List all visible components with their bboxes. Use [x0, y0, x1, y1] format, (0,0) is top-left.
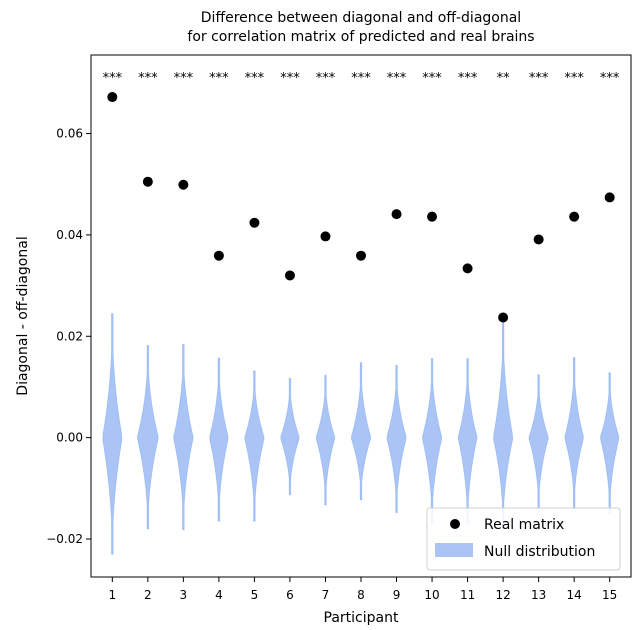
- points-layer: [107, 92, 615, 323]
- point-15: [604, 192, 615, 203]
- x-tick-label-9: 9: [393, 588, 401, 602]
- significance-label-3: ***: [174, 71, 194, 86]
- significance-label-5: ***: [245, 71, 265, 86]
- violin-15: [600, 372, 620, 515]
- significance-label-11: ***: [458, 71, 478, 86]
- x-tick-label-10: 10: [424, 588, 439, 602]
- violin-13: [528, 374, 549, 509]
- y-axis: −0.02 0.00 0.02 0.04 0.06: [46, 127, 91, 546]
- violin-11: [457, 358, 478, 526]
- violin-7: [315, 374, 336, 506]
- y-axis-label: Diagonal - off-diagonal: [15, 236, 31, 395]
- legend: Real matrix Null distribution: [426, 507, 621, 571]
- x-tick-label-12: 12: [495, 588, 510, 602]
- x-tick-label-13: 13: [531, 588, 546, 602]
- x-tick-label-4: 4: [215, 588, 223, 602]
- y-tick-label-0: −0.02: [46, 532, 83, 546]
- y-tick-label-4: 0.06: [56, 127, 83, 141]
- significance-label-14: ***: [564, 71, 584, 86]
- significance-label-4: ***: [209, 71, 229, 86]
- chart-title-line-2: for correlation matrix of predicted and …: [187, 29, 534, 45]
- violin-6: [280, 377, 300, 496]
- significance-layer: *** *** *** *** *** *** *** *** *** *** *** ** *** **…: [103, 71, 620, 86]
- point-11: [462, 263, 473, 274]
- y-tick-label-3: 0.04: [56, 228, 83, 242]
- point-14: [569, 211, 580, 222]
- violin-8: [350, 362, 372, 501]
- legend-marker-real-matrix: [450, 519, 460, 529]
- significance-label-2: ***: [138, 71, 158, 86]
- point-10: [427, 211, 438, 222]
- x-axis: 1 2 3 4 5 6 7 8 9 10 11 12 13 14 15: [108, 577, 617, 602]
- x-tick-label-6: 6: [286, 588, 294, 602]
- point-9: [391, 209, 402, 220]
- significance-label-8: ***: [351, 71, 371, 86]
- chart-title-line-1: Difference between diagonal and off-diag…: [201, 10, 521, 26]
- point-13: [533, 234, 544, 245]
- point-4: [213, 250, 224, 261]
- x-tick-label-3: 3: [180, 588, 188, 602]
- violin-2: [136, 344, 159, 530]
- violin-10: [421, 358, 443, 524]
- x-tick-label-2: 2: [144, 588, 152, 602]
- point-5: [249, 217, 260, 228]
- point-3: [178, 179, 189, 190]
- significance-label-15: ***: [600, 71, 620, 86]
- legend-label-real-matrix: Real matrix: [484, 517, 564, 533]
- violin-3: [173, 343, 194, 531]
- violin-4: [209, 357, 229, 522]
- point-12: [498, 312, 509, 323]
- significance-label-10: ***: [422, 71, 442, 86]
- significance-label-6: ***: [280, 71, 300, 86]
- violin-5: [244, 370, 265, 522]
- x-tick-label-8: 8: [357, 588, 365, 602]
- y-tick-label-2: 0.02: [56, 329, 83, 343]
- legend-box: [426, 507, 621, 571]
- point-2: [142, 176, 153, 187]
- violin-12: [493, 319, 514, 529]
- violin-1: [102, 313, 123, 555]
- legend-marker-null-distribution: [435, 543, 473, 557]
- violin-14: [564, 357, 584, 509]
- violin-9: [386, 364, 407, 514]
- point-6: [284, 270, 295, 281]
- x-tick-label-11: 11: [460, 588, 475, 602]
- y-tick-label-1: 0.00: [56, 431, 83, 445]
- x-axis-label: Participant: [324, 610, 399, 626]
- x-tick-label-5: 5: [251, 588, 259, 602]
- x-tick-label-14: 14: [567, 588, 582, 602]
- significance-label-1: ***: [103, 71, 123, 86]
- significance-label-13: ***: [529, 71, 549, 86]
- significance-label-12: **: [497, 71, 511, 86]
- point-7: [320, 231, 331, 242]
- x-tick-label-15: 15: [602, 588, 617, 602]
- x-tick-label-1: 1: [108, 588, 116, 602]
- point-8: [356, 250, 366, 261]
- violins-layer: [102, 313, 620, 555]
- point-1: [107, 92, 118, 103]
- significance-label-7: ***: [316, 71, 336, 86]
- significance-label-9: ***: [387, 71, 407, 86]
- legend-label-null-distribution: Null distribution: [484, 544, 595, 560]
- x-tick-label-7: 7: [322, 588, 330, 602]
